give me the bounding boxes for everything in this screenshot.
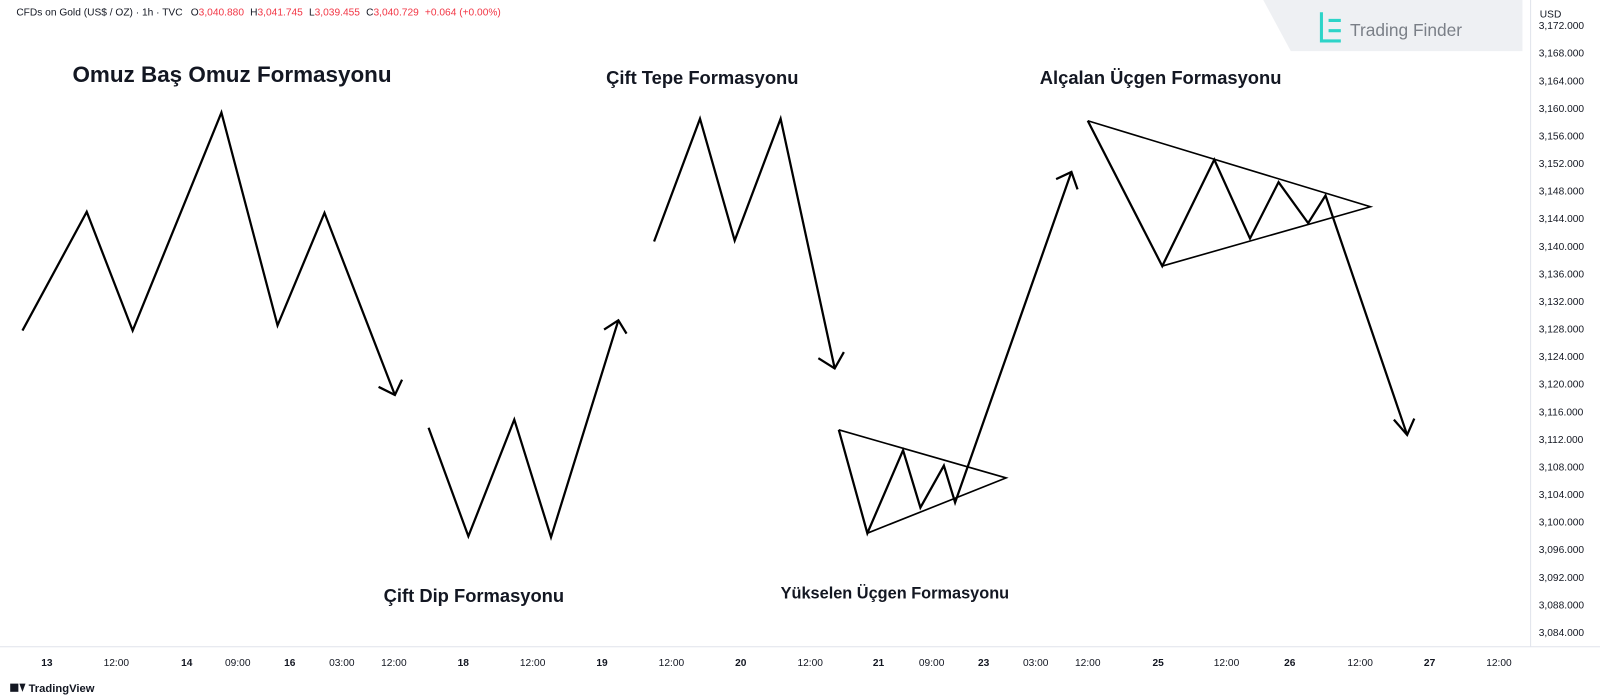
price-tick-label: 3,160.000 bbox=[1539, 104, 1585, 115]
pattern-label: Çift Dip Formasyonu bbox=[384, 585, 564, 606]
time-tick-label: 09:00 bbox=[919, 658, 945, 669]
time-tick-label: 14 bbox=[181, 658, 193, 669]
time-tick-label: 19 bbox=[596, 658, 608, 669]
drawings bbox=[21, 109, 1416, 542]
symbol: CFDs on Gold (US$ / OZ) · 1h · TVC bbox=[16, 7, 182, 18]
time-tick-label: 12:00 bbox=[659, 658, 685, 669]
descending-triangle-line bbox=[1086, 120, 1409, 436]
brand-banner bbox=[1263, 0, 1523, 52]
symbol-header: CFDs on Gold (US$ / OZ) · 1h · TVC O3,040… bbox=[16, 7, 501, 18]
arrow-head bbox=[603, 318, 628, 335]
time-tick-label: 21 bbox=[873, 658, 885, 669]
price-tick-label: 3,096.000 bbox=[1539, 545, 1585, 556]
price-tick-label: 3,124.000 bbox=[1539, 352, 1585, 363]
pattern-label: Yükselen Üçgen Formasyonu bbox=[781, 584, 1010, 603]
price-tick-label: 3,172.000 bbox=[1539, 21, 1585, 32]
time-tick-label: 13 bbox=[41, 658, 53, 669]
price-tick-label: 3,120.000 bbox=[1539, 380, 1585, 391]
time-tick-label: 20 bbox=[735, 658, 747, 669]
brand-name: Trading Finder bbox=[1350, 20, 1462, 40]
ohlc-key: C bbox=[366, 7, 373, 18]
time-tick-label: 12:00 bbox=[1486, 658, 1512, 669]
price-tick-label: 3,112.000 bbox=[1539, 435, 1584, 446]
currency-label: USD bbox=[1540, 9, 1562, 20]
pattern-label: Çift Tepe Formasyonu bbox=[606, 67, 798, 88]
price-tick-label: 3,084.000 bbox=[1539, 628, 1585, 639]
price-tick-label: 3,136.000 bbox=[1539, 269, 1585, 280]
time-tick-label: 12:00 bbox=[520, 658, 546, 669]
ohlc-value: 3,040.880 bbox=[199, 7, 245, 18]
ohlc-value: 3,040.729 bbox=[373, 7, 419, 18]
time-tick-label: 18 bbox=[458, 658, 470, 669]
arrow-head bbox=[378, 379, 404, 397]
price-tick-label: 3,132.000 bbox=[1539, 297, 1585, 308]
ascending-triangle-line bbox=[837, 171, 1073, 537]
ohlc-value: 3,041.745 bbox=[257, 7, 303, 18]
footer-brand: TradingView bbox=[29, 683, 95, 695]
price-tick-label: 3,116.000 bbox=[1539, 407, 1584, 418]
price-tick-label: 3,168.000 bbox=[1539, 49, 1585, 60]
pattern-label: Omuz Baş Omuz Formasyonu bbox=[72, 62, 391, 87]
descending-triangle-bounds bbox=[1087, 119, 1374, 267]
price-tick-label: 3,100.000 bbox=[1539, 518, 1585, 529]
double-bottom-line bbox=[427, 319, 620, 542]
ohlc-key: O bbox=[191, 7, 199, 18]
arrow-head bbox=[817, 351, 845, 371]
time-tick-label: 12:00 bbox=[1214, 658, 1240, 669]
time-tick-label: 23 bbox=[978, 658, 990, 669]
price-tick-label: 3,156.000 bbox=[1539, 131, 1585, 142]
price-tick-label: 3,104.000 bbox=[1539, 490, 1585, 501]
ascending-triangle-bounds bbox=[838, 429, 1009, 534]
double-top-line bbox=[653, 114, 836, 369]
head-shoulders-line bbox=[21, 109, 396, 396]
time-tick-label: 12:00 bbox=[797, 658, 823, 669]
time-tick-label: 16 bbox=[284, 658, 296, 669]
price-tick-label: 3,108.000 bbox=[1539, 462, 1585, 473]
price-tick-label: 3,128.000 bbox=[1539, 325, 1585, 336]
time-tick-label: 25 bbox=[1152, 658, 1164, 669]
time-tick-label: 12:00 bbox=[1075, 658, 1101, 669]
time-tick-label: 26 bbox=[1284, 658, 1296, 669]
time-tick-label: 12:00 bbox=[1347, 658, 1373, 669]
tv-logo bbox=[10, 683, 26, 692]
change: +0.064 (+0.00%) bbox=[425, 7, 501, 18]
time-tick-label: 03:00 bbox=[1023, 658, 1049, 669]
price-tick-label: 3,140.000 bbox=[1539, 242, 1585, 253]
time-tick-label: 03:00 bbox=[329, 658, 355, 669]
ohlc-key: L bbox=[309, 7, 315, 18]
arrow-head bbox=[1055, 170, 1079, 190]
ohlc-value: 3,039.455 bbox=[315, 7, 361, 18]
price-tick-label: 3,148.000 bbox=[1539, 187, 1585, 198]
price-tick-label: 3,152.000 bbox=[1539, 159, 1585, 170]
brand-logo bbox=[1319, 12, 1341, 43]
time-tick-label: 27 bbox=[1424, 658, 1436, 669]
time-tick-label: 12:00 bbox=[381, 658, 407, 669]
price-tick-label: 3,144.000 bbox=[1539, 214, 1585, 225]
price-tick-label: 3,092.000 bbox=[1539, 573, 1585, 584]
price-tick-label: 3,088.000 bbox=[1539, 600, 1585, 611]
price-tick-label: 3,164.000 bbox=[1539, 76, 1585, 87]
pattern-label: Alçalan Üçgen Formasyonu bbox=[1040, 67, 1282, 88]
ohlc-key: H bbox=[250, 7, 257, 18]
time-tick-label: 12:00 bbox=[104, 658, 130, 669]
time-tick-label: 09:00 bbox=[225, 658, 251, 669]
arrow-head bbox=[1393, 418, 1416, 438]
